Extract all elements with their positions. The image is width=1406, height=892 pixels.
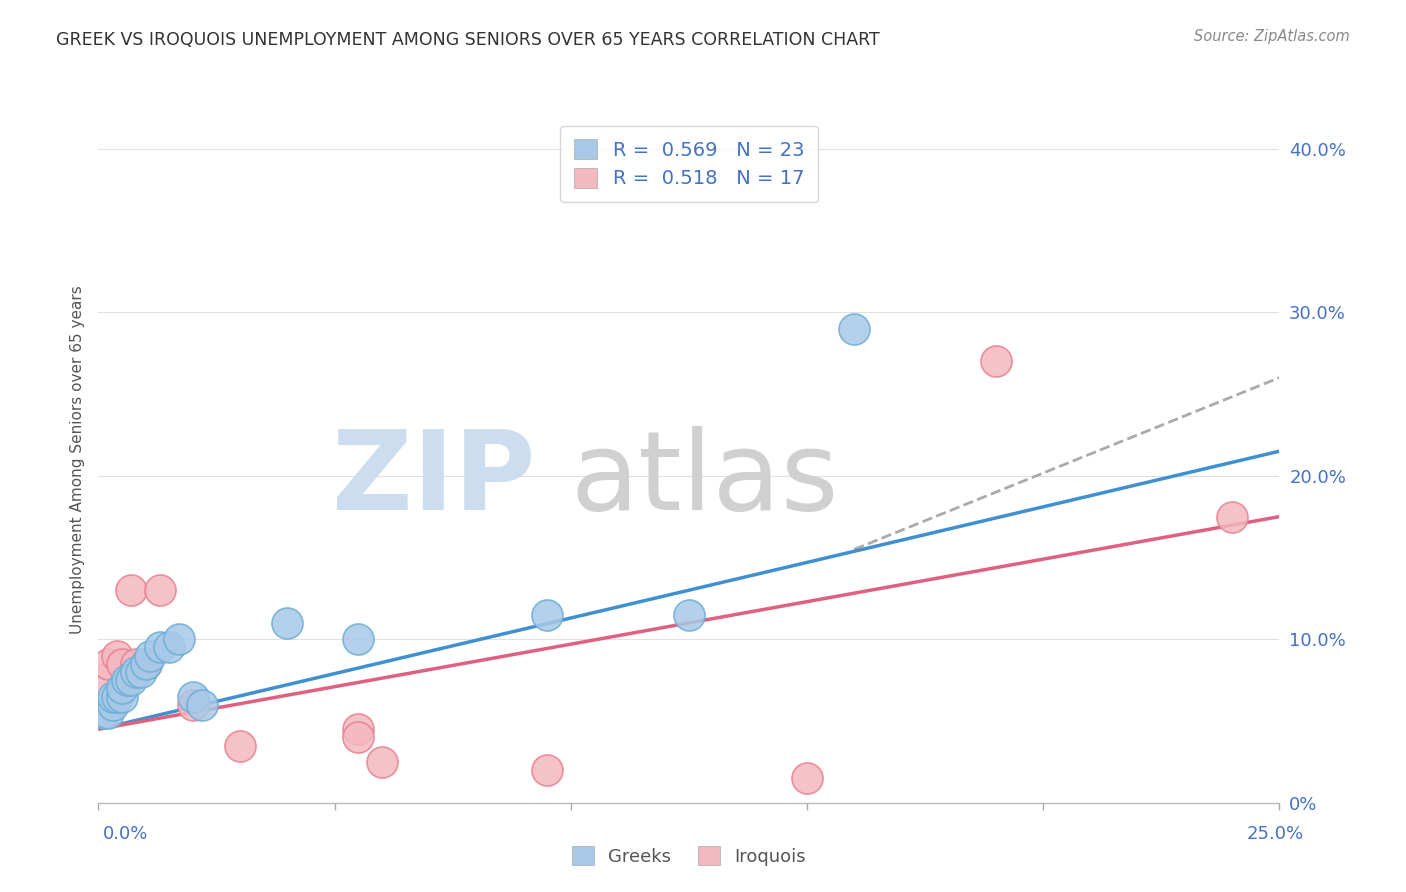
- Text: 25.0%: 25.0%: [1246, 825, 1303, 843]
- Point: [105, 690, 128, 704]
- Point: [149, 583, 172, 598]
- Point: [181, 690, 204, 704]
- Point: [347, 632, 370, 647]
- Point: [91, 673, 114, 688]
- Point: [347, 731, 370, 745]
- Legend: Greeks, Iroquois: Greeks, Iroquois: [565, 839, 813, 872]
- Text: GREEK VS IROQUOIS UNEMPLOYMENT AMONG SENIORS OVER 65 YEARS CORRELATION CHART: GREEK VS IROQUOIS UNEMPLOYMENT AMONG SEN…: [56, 31, 880, 49]
- Point: [844, 321, 866, 335]
- Point: [135, 657, 157, 671]
- Point: [101, 690, 124, 704]
- Point: [111, 690, 134, 704]
- Y-axis label: Unemployment Among Seniors over 65 years: Unemployment Among Seniors over 65 years: [69, 285, 84, 633]
- Point: [1220, 509, 1243, 524]
- Point: [129, 665, 152, 679]
- Text: Source: ZipAtlas.com: Source: ZipAtlas.com: [1194, 29, 1350, 44]
- Point: [149, 640, 172, 655]
- Point: [125, 657, 148, 671]
- Point: [191, 698, 214, 712]
- Point: [97, 657, 120, 671]
- Point: [984, 354, 1007, 368]
- Point: [111, 657, 134, 671]
- Text: 0.0%: 0.0%: [103, 825, 148, 843]
- Point: [796, 771, 818, 786]
- Point: [91, 706, 114, 720]
- Point: [121, 673, 143, 688]
- Point: [111, 681, 134, 696]
- Point: [371, 755, 394, 769]
- Point: [678, 607, 700, 622]
- Point: [135, 657, 157, 671]
- Point: [105, 648, 128, 663]
- Point: [276, 615, 298, 630]
- Point: [536, 607, 558, 622]
- Text: ZIP: ZIP: [332, 426, 536, 533]
- Point: [101, 698, 124, 712]
- Point: [181, 698, 204, 712]
- Point: [347, 723, 370, 737]
- Point: [167, 632, 190, 647]
- Point: [121, 583, 143, 598]
- Point: [97, 706, 120, 720]
- Point: [115, 673, 138, 688]
- Point: [536, 763, 558, 777]
- Point: [229, 739, 252, 753]
- Point: [139, 648, 162, 663]
- Point: [125, 665, 148, 679]
- Text: atlas: atlas: [571, 426, 839, 533]
- Point: [157, 640, 180, 655]
